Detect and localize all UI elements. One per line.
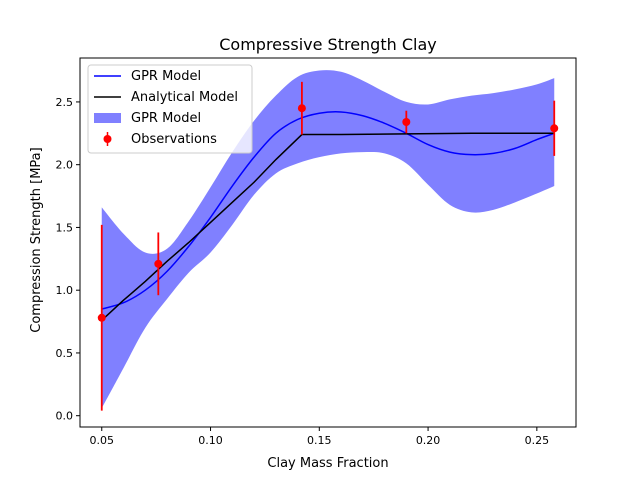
y-tick-label: 1.0 <box>56 284 74 297</box>
plot-area <box>97 70 559 411</box>
x-tick-label: 0.15 <box>307 434 332 447</box>
y-tick-label: 0.5 <box>56 347 74 360</box>
analytical-model-line <box>101 132 555 321</box>
legend-label: GPR Model <box>131 111 201 126</box>
observation-point <box>97 313 106 322</box>
gpr-model-line <box>101 111 555 310</box>
y-tick-label: 2.5 <box>56 96 74 109</box>
x-tick-label: 0.05 <box>90 434 115 447</box>
legend: GPR Model Analytical Model GPR Model Observ… <box>87 64 253 154</box>
legend-label: GPR Model <box>131 69 201 84</box>
plot-frame <box>79 57 577 428</box>
observation-point <box>154 259 163 268</box>
x-tick-label: 0.20 <box>416 434 441 447</box>
legend-band-swatch <box>94 113 121 123</box>
legend-label: Observations <box>131 132 217 147</box>
y-axis-label: Compression Strength [MPa] <box>29 147 44 332</box>
observation-point <box>402 118 411 127</box>
x-axis-label: Clay Mass Fraction <box>267 456 388 471</box>
axes: 0.05 0.10 0.15 0.20 0.25 0.0 0.5 1.0 1.5 2.0 2.5 <box>56 57 577 447</box>
chart-title: Compressive Strength Clay <box>219 35 436 54</box>
x-tick-label: 0.25 <box>525 434 550 447</box>
y-tick-label: 2.0 <box>56 159 74 172</box>
y-tick-label: 1.5 <box>56 221 74 234</box>
observation-point <box>550 124 559 133</box>
legend-marker-swatch <box>103 135 112 143</box>
x-tick-label: 0.10 <box>198 434 223 447</box>
legend-label: Analytical Model <box>131 90 238 105</box>
legend-box <box>87 64 253 154</box>
gpr-confidence-band <box>101 70 555 409</box>
y-tick-label: 0.0 <box>56 410 74 423</box>
observation-point <box>297 104 306 113</box>
